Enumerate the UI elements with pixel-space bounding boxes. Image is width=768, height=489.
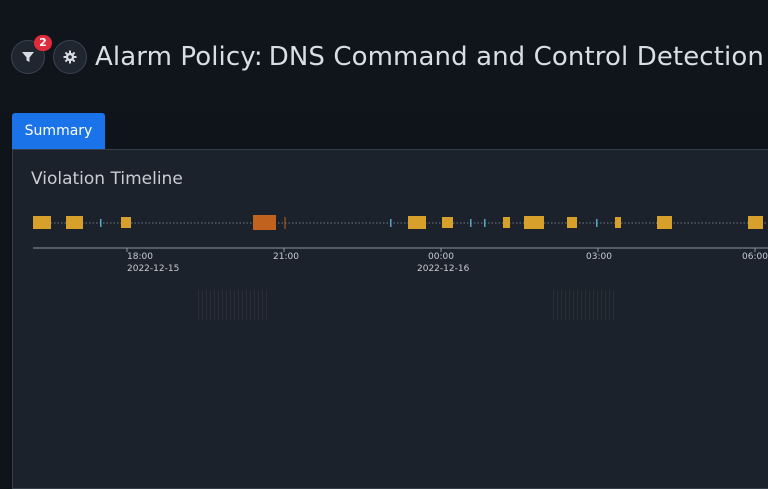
violation-timeline-heading: Violation Timeline (31, 169, 183, 189)
violation-block[interactable] (442, 217, 453, 228)
minor-event (100, 219, 102, 227)
tab-summary[interactable]: Summary (12, 113, 105, 157)
violation-block[interactable] (408, 216, 426, 229)
violation-block[interactable] (33, 216, 51, 229)
minor-event (470, 219, 472, 227)
violation-blocks (33, 215, 763, 230)
faint-pattern (553, 290, 615, 320)
violation-block[interactable] (524, 216, 544, 229)
violation-block[interactable] (615, 217, 621, 228)
axis-tick-time: 03:00 (586, 252, 612, 262)
page-title-name: DNS Command and Control Detection (268, 42, 764, 72)
gear-icon (63, 50, 77, 64)
filter-icon (22, 52, 34, 62)
violation-block[interactable] (66, 216, 83, 229)
page-title-prefix: Alarm Policy: (95, 42, 263, 72)
axis-ticks (126, 248, 756, 252)
page-title: Alarm Policy: DNS Command and Control Det… (95, 40, 764, 74)
violation-block-highlighted[interactable] (253, 215, 276, 230)
settings-button[interactable] (53, 40, 87, 74)
violation-block[interactable] (748, 216, 763, 229)
filter-count-badge: 2 (34, 35, 52, 51)
filter-button[interactable]: 2 (11, 35, 52, 74)
axis-tick-time: 21:00 (273, 252, 299, 262)
minor-events (100, 219, 598, 227)
axis-tick-time: 00:00 (428, 252, 454, 262)
axis-tick-date: 2022-12-16 (417, 264, 470, 274)
page-header: 2 Alarm Policy: DNS Command and Control D… (0, 0, 768, 112)
violation-block[interactable] (567, 217, 577, 228)
minor-event (390, 219, 392, 227)
axis-tick-time: 18:00 (127, 252, 153, 262)
violation-block[interactable] (503, 217, 510, 228)
violation-block[interactable] (121, 217, 131, 228)
faint-pattern (198, 290, 268, 320)
axis-tick-date: 2022-12-15 (127, 264, 179, 274)
violation-timeline: 18:00 2022-12-15 21:00 00:00 2022-12-16 … (33, 215, 768, 274)
minor-event (484, 219, 486, 227)
summary-panel: Violation Timeline (12, 149, 768, 489)
axis-tick-time: 06:00 (742, 252, 768, 262)
violation-block[interactable] (657, 216, 672, 229)
minor-event (596, 219, 598, 227)
